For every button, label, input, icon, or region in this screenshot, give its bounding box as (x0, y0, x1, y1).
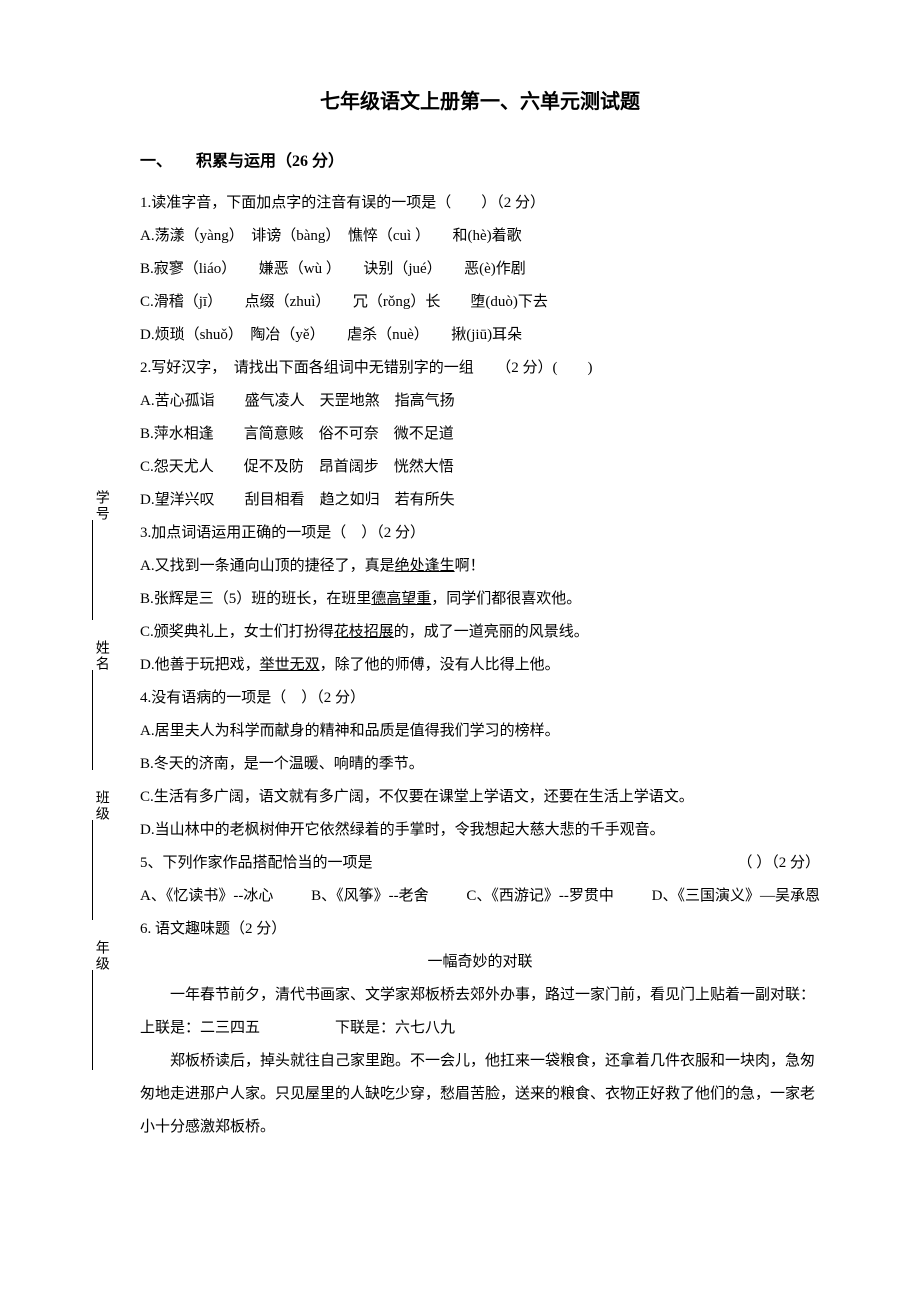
q3-option-b: B.张辉是三（5）班的班长，在班里德高望重，同学们都很喜欢他。 (140, 583, 820, 616)
q3-d-pre: D.他善于玩把戏， (140, 657, 260, 673)
q4-option-a: A.居里夫人为科学而献身的精神和品质是值得我们学习的榜样。 (140, 715, 820, 748)
sidebar-class-label: 班级 (85, 790, 116, 822)
q3-option-c: C.颁奖典礼上，女士们打扮得花枝招展的，成了一道亮丽的风景线。 (140, 616, 820, 649)
q5-stem: 5、下列作家作品搭配恰当的一项是 （ ）（2 分） (140, 847, 820, 880)
section-1-heading: 一、 积累与运用（26 分） (140, 144, 820, 179)
sidebar-line-4 (92, 970, 93, 1070)
q5-option-c: C、《西游记》--罗贯中 (466, 880, 614, 913)
q5-options: A、《忆读书》--冰心 B、《风筝》--老舍 C、《西游记》--罗贯中 D、《三… (140, 880, 820, 913)
q5-option-b: B、《风筝》--老舍 (311, 880, 429, 913)
q3-option-a: A.又找到一条通向山顶的捷径了，真是绝处逢生啊！ (140, 550, 820, 583)
q3-stem: 3.加点词语运用正确的一项是（ ）（2 分） (140, 517, 820, 550)
q2-option-c: C.怨天尤人 促不及防 昂首阔步 恍然大悟 (140, 451, 820, 484)
q4-option-c: C.生活有多广阔，语文就有多广阔，不仅要在课堂上学语文，还要在生活上学语文。 (140, 781, 820, 814)
q3-c-pre: C.颁奖典礼上，女士们打扮得 (140, 624, 334, 640)
q2-stem: 2.写好汉字， 请找出下面各组词中无错别字的一组 （2 分）( ) (140, 352, 820, 385)
q1-option-b: B.寂寥（liáo） 嫌恶（wù ） 诀别（jué） 恶(è)作剧 (140, 253, 820, 286)
q1-option-c: C.滑稽（jī） 点缀（zhuì） 冗（rǒng）长 堕(duò)下去 (140, 286, 820, 319)
q3-b-underline: 德高望重 (371, 591, 431, 607)
q3-c-underline: 花枝招展 (334, 624, 394, 640)
q3-d-post: ，除了他的师傅，没有人比得上他。 (320, 657, 560, 673)
q5-stem-right: （ ）（2 分） (737, 847, 820, 880)
q3-option-d: D.他善于玩把戏，举世无双，除了他的师傅，没有人比得上他。 (140, 649, 820, 682)
q4-option-d: D.当山林中的老枫树伸开它依然绿着的手掌时，令我想起大慈大悲的千手观音。 (140, 814, 820, 847)
q3-c-post: 的，成了一道亮丽的风景线。 (394, 624, 589, 640)
sidebar-grade-label: 年级 (85, 940, 116, 972)
q3-a-post: 啊！ (455, 558, 485, 574)
sidebar-line-2 (92, 670, 93, 770)
sidebar-line-3 (92, 820, 93, 920)
q2-option-b: B.萍水相逢 言简意赅 俗不可奈 微不足道 (140, 418, 820, 451)
q3-b-pre: B.张辉是三（5）班的班长，在班里 (140, 591, 371, 607)
q1-option-a: A.荡漾（yàng） 诽谤（bàng） 憔悴（cuì ） 和(hè)着歌 (140, 220, 820, 253)
q6-stem: 6. 语文趣味题（2 分） (140, 913, 820, 946)
q6-paragraph-2: 郑板桥读后，掉头就往自己家里跑。不一会儿，他扛来一袋粮食，还拿着几件衣服和一块肉… (140, 1045, 820, 1144)
q2-option-a: A.苦心孤诣 盛气凌人 天罡地煞 指高气扬 (140, 385, 820, 418)
q5-option-a: A、《忆读书》--冰心 (140, 880, 273, 913)
q3-a-underline: 绝处逢生 (395, 558, 455, 574)
q2-option-d: D.望洋兴叹 刮目相看 趋之如归 若有所失 (140, 484, 820, 517)
q1-stem: 1.读准字音，下面加点字的注音有误的一项是（ ）（2 分） (140, 187, 820, 220)
q3-d-underline: 举世无双 (260, 657, 320, 673)
sidebar-id-label: 学号 (85, 490, 116, 522)
sidebar-name-label: 姓名 (85, 640, 116, 672)
q4-option-b: B.冬天的济南，是一个温暖、响晴的季节。 (140, 748, 820, 781)
q6-paragraph-1: 一年春节前夕，清代书画家、文学家郑板桥去郊外办事，路过一家门前，看见门上贴着一副… (140, 979, 820, 1045)
q1-option-d: D.烦琐（shuǒ） 陶冶（yě） 虐杀（nuè） 揪(jiū)耳朵 (140, 319, 820, 352)
q3-a-pre: A.又找到一条通向山顶的捷径了，真是 (140, 558, 395, 574)
sidebar-line-1 (92, 520, 93, 620)
q5-stem-left: 5、下列作家作品搭配恰当的一项是 (140, 847, 373, 880)
page-title: 七年级语文上册第一、六单元测试题 (140, 80, 820, 124)
q4-stem: 4.没有语病的一项是（ ）（2 分） (140, 682, 820, 715)
q5-option-d: D、《三国演义》—吴承恩 (652, 880, 820, 913)
q3-b-post: ，同学们都很喜欢他。 (431, 591, 581, 607)
q6-subtitle: 一幅奇妙的对联 (140, 946, 820, 979)
